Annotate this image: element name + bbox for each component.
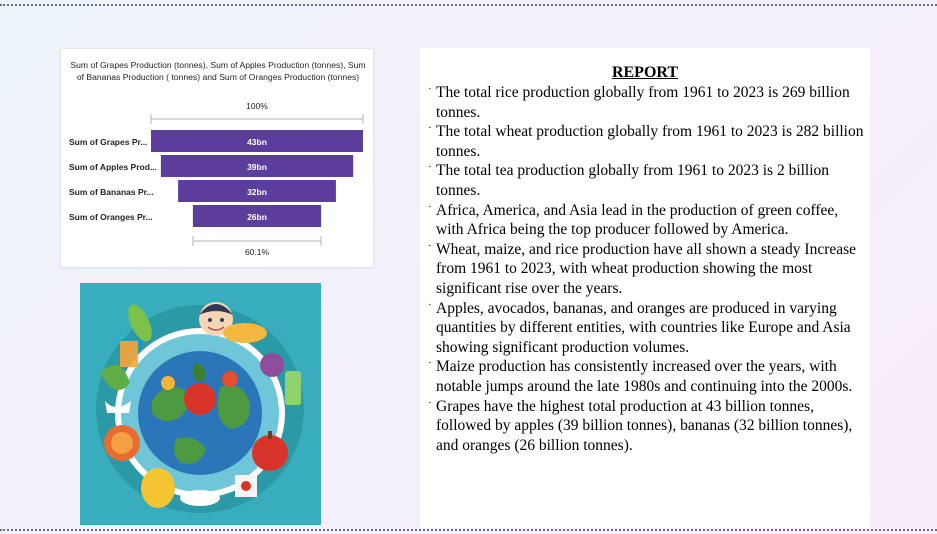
funnel-chart-card[interactable]: Sum of Grapes Production (tonnes), Sum o… [60,48,374,268]
funnel-bar-value-label: 32bn [247,187,267,197]
bottom-percent-marker [192,236,322,246]
bullet-dot-icon: · [428,161,432,174]
bottom-divider [0,529,937,531]
top-divider [0,4,937,6]
report-item-text: The total rice production globally from … [436,84,850,121]
report-list: · The total rice production globally from… [428,83,868,455]
chart-title: Sum of Grapes Production (tonnes), Sum o… [70,60,366,82]
funnel-bar-value-label: 26bn [247,212,267,222]
bullet-dot-icon: · [428,357,432,370]
report-item: · Apples, avocados, bananas, and oranges … [428,299,868,358]
funnel-chart: 100% 43bn Sum of Grapes Pr... 39bn Sum of A… [69,101,364,257]
food-globe-illustration [80,283,321,525]
top-percent-marker [150,114,364,124]
funnel-bar-value-label: 43bn [247,137,267,147]
food-globe-icon [96,302,304,513]
report-item-text: Apples, avocados, bananas, and oranges a… [436,299,851,356]
report-item-text: Wheat, maize, and rice production have a… [436,240,857,297]
funnel-bar-value-label: 39bn [247,162,267,172]
funnel-category-label: Sum of Bananas Pr... [69,187,154,197]
bullet-dot-icon: · [428,396,432,409]
report-item-text: The total wheat production globally from… [436,123,864,160]
bullet-dot-icon: · [428,239,432,252]
report-title: REPORT [611,64,679,81]
funnel-bar[interactable] [160,155,354,177]
funnel-bar[interactable] [192,205,322,227]
funnel-bar[interactable] [178,180,336,202]
bullet-dot-icon: · [428,83,432,95]
funnel-category-label: Sum of Oranges Pr... [69,212,153,222]
funnel-bar[interactable] [151,130,363,152]
report-item: · The total rice production globally from… [428,83,868,122]
top-percent-label: 100% [246,101,268,111]
report-item-text: Africa, America, and Asia lead in the pr… [436,201,839,239]
report-item: · Wheat, maize, and rice production have … [428,240,868,299]
report-item: · The total wheat production globally fro… [428,122,868,161]
report-item-text: The total tea production globally from 1… [436,162,830,199]
report-item-text: Maize production has consistently increa… [436,358,853,395]
bottom-percent-label: 60.1% [245,247,270,257]
funnel-category-label: Sum of Grapes Pr... [69,137,147,147]
report-item: · Grapes have the highest total productio… [428,397,868,456]
report-item: · The total tea production globally from … [428,161,868,200]
funnel-category-label: Sum of Apples Prod... [69,162,157,172]
report-item-text: Grapes have the highest total production… [436,397,853,454]
bullet-dot-icon: · [428,200,432,213]
report-item: · Africa, America, and Asia lead in the p… [428,201,868,240]
bullet-dot-icon: · [428,122,432,135]
report-card[interactable]: REPORT · The total rice production global… [420,48,870,528]
bullet-dot-icon: · [428,298,432,311]
report-item: · Maize production has consistently incr… [428,357,868,396]
